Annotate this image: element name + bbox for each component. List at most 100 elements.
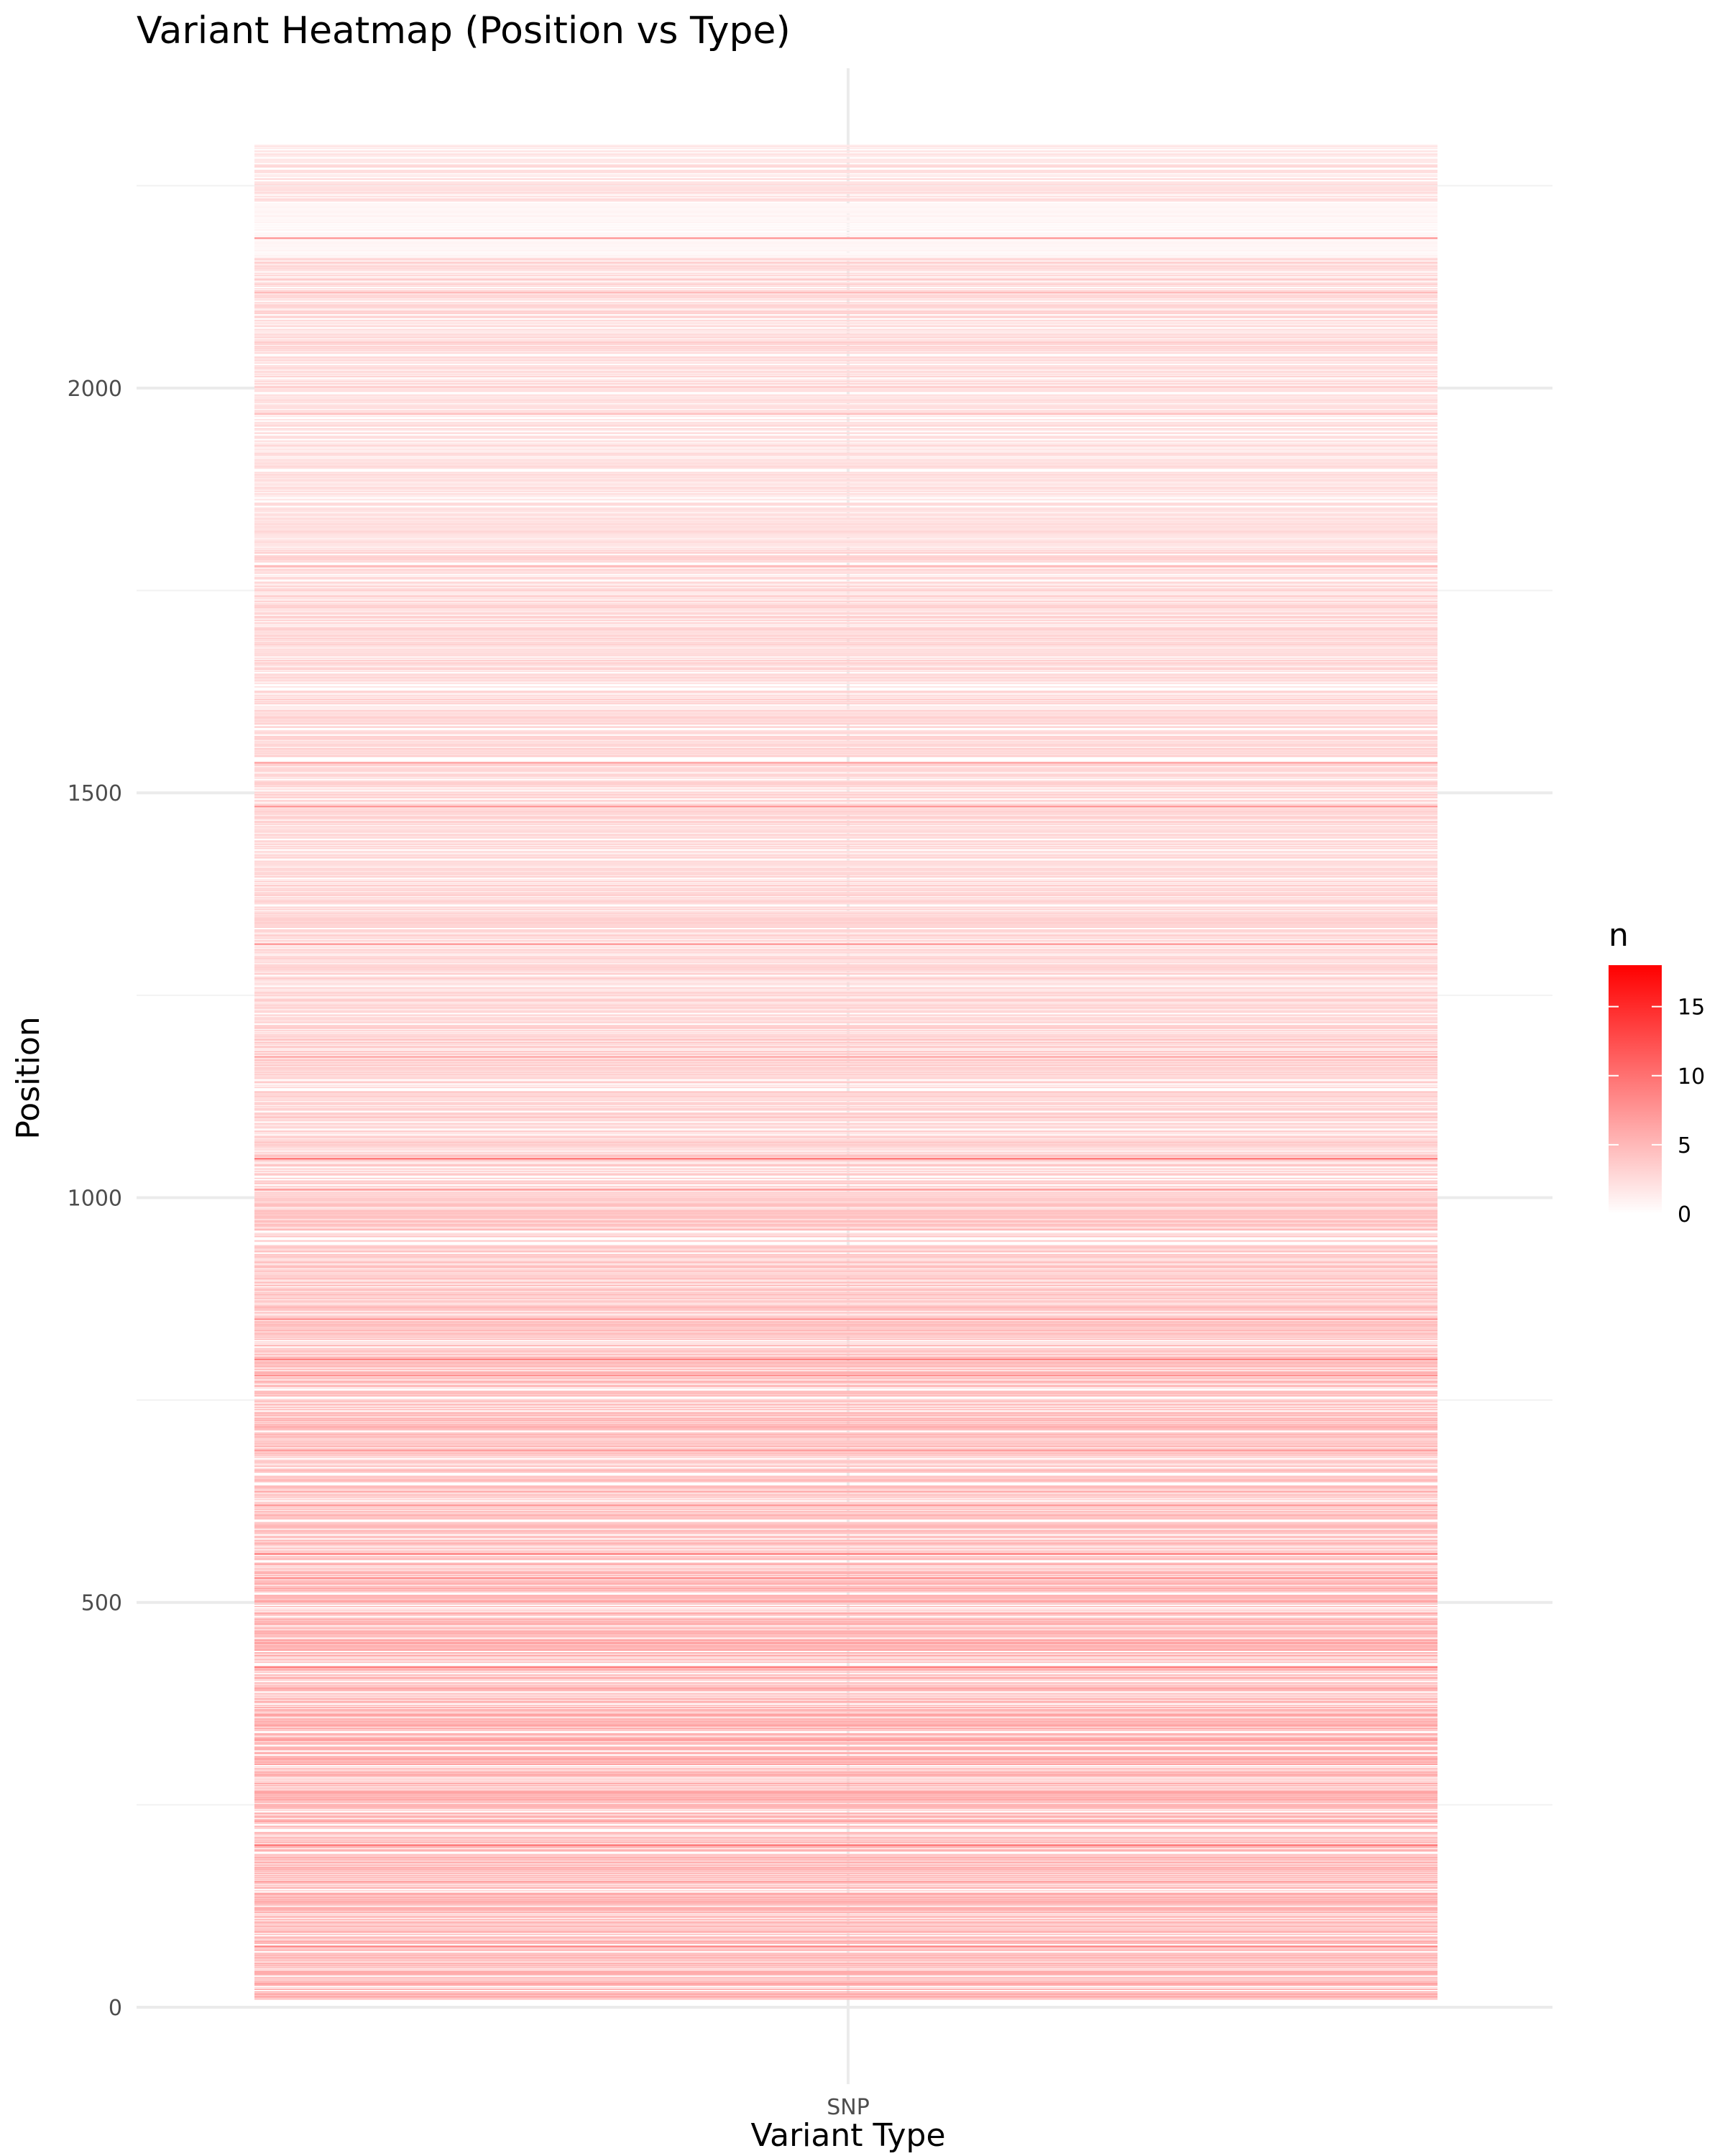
y-tick-label: 1000 (68, 1186, 122, 1211)
heatmap-cell (254, 367, 1438, 369)
y-tick-label: 0 (109, 1996, 122, 2021)
heatmap-cell (254, 1096, 1438, 1097)
heatmap-cell (254, 1160, 1438, 1161)
heatmap-cell (254, 600, 1438, 602)
heatmap-cell (254, 222, 1438, 224)
heatmap-cell (254, 1540, 1438, 1542)
heatmap-cell (254, 609, 1438, 611)
heatmap-cell (254, 1525, 1438, 1526)
heatmap-cell (254, 153, 1438, 155)
heatmap-cell (254, 155, 1438, 157)
heatmap-cell (254, 1158, 1438, 1161)
heatmap-cell (254, 1302, 1438, 1304)
heatmap-cell (254, 1711, 1438, 1713)
heatmap-cell (254, 1747, 1438, 1749)
heatmap-cell (254, 1080, 1438, 1082)
heatmap-cell (254, 1849, 1438, 1851)
heatmap-cell (254, 1427, 1438, 1429)
heatmap-cell (254, 841, 1438, 842)
heatmap-cell (254, 1602, 1438, 1603)
heatmap-cell (254, 1186, 1438, 1187)
heatmap-cell (254, 1222, 1438, 1224)
heatmap-cell (254, 1618, 1438, 1621)
heatmap-cell (254, 239, 1438, 241)
heatmap-cell (254, 1093, 1438, 1095)
heatmap-cell (254, 678, 1438, 681)
heatmap-cell (254, 381, 1438, 382)
heatmap-cell (254, 914, 1438, 916)
heatmap-cell (254, 1577, 1438, 1579)
heatmap-cell (254, 908, 1438, 911)
heatmap-cell (254, 1102, 1438, 1104)
heatmap-cell (254, 1942, 1438, 1943)
heatmap-cell (254, 1018, 1438, 1020)
heatmap-cell (254, 1749, 1438, 1751)
heatmap-cell (254, 1973, 1438, 1975)
heatmap-cell (254, 1417, 1438, 1419)
heatmap-cell (254, 1109, 1438, 1110)
heatmap-cell (254, 806, 1438, 808)
heatmap-cell (254, 1652, 1438, 1654)
heatmap-cell (254, 1784, 1438, 1787)
heatmap-cell (254, 1301, 1438, 1302)
heatmap-cell (254, 1100, 1438, 1102)
heatmap-cell (254, 1876, 1438, 1878)
heatmap-cell (254, 814, 1438, 816)
heatmap-cell (254, 1795, 1438, 1797)
heatmap-cell (254, 926, 1438, 927)
heatmap-cell (254, 860, 1438, 862)
heatmap-cell (254, 1155, 1438, 1156)
heatmap-cell (254, 1059, 1438, 1061)
heatmap-cell (254, 1699, 1438, 1700)
heatmap-cell (254, 880, 1438, 882)
heatmap-cell (254, 1597, 1438, 1598)
heatmap-cell (254, 1580, 1438, 1583)
heatmap-cell (254, 995, 1438, 997)
heatmap-cell (254, 1354, 1438, 1355)
heatmap-cell (254, 526, 1438, 528)
heatmap-cell (254, 640, 1438, 642)
heatmap-cell (254, 284, 1438, 285)
heatmap-cell (254, 206, 1438, 208)
heatmap-cell (254, 336, 1438, 338)
heatmap-cell (254, 993, 1438, 995)
heatmap-cell (254, 1742, 1438, 1743)
heatmap-cell (254, 1220, 1438, 1222)
heatmap-cell (254, 1401, 1438, 1403)
heatmap-cell (254, 1496, 1438, 1498)
heatmap-cell (254, 1460, 1438, 1462)
heatmap-cell (254, 916, 1438, 918)
heatmap-cell (254, 1041, 1438, 1044)
heatmap-cell (254, 1572, 1438, 1575)
heatmap-cell (254, 835, 1438, 837)
heatmap-cell (254, 1770, 1438, 1772)
heatmap-cell (254, 649, 1438, 650)
heatmap-cell (254, 1586, 1438, 1588)
heatmap-cell (254, 809, 1438, 811)
heatmap-cell (254, 605, 1438, 607)
heatmap-cell (254, 578, 1438, 579)
heatmap-cell (254, 1570, 1438, 1572)
heatmap-cell (254, 970, 1438, 972)
heatmap-cell (254, 502, 1438, 504)
heatmap-cell (254, 913, 1438, 914)
heatmap-cell (254, 305, 1438, 308)
heatmap-cell (254, 1006, 1438, 1008)
heatmap-cell (254, 344, 1438, 346)
heatmap-cell (254, 1449, 1438, 1450)
heatmap-cell (254, 1826, 1438, 1828)
heatmap-cell (254, 582, 1438, 584)
heatmap-cell (254, 1457, 1438, 1458)
heatmap-cell (254, 1392, 1438, 1393)
heatmap-cell (254, 295, 1438, 297)
heatmap-cell (254, 1151, 1438, 1153)
heatmap-cell (254, 1003, 1438, 1005)
heatmap-cell (254, 1312, 1438, 1314)
heatmap-cell (254, 709, 1438, 711)
heatmap-cell (254, 1131, 1438, 1133)
heatmap-cell (254, 1454, 1438, 1455)
heatmap-cell (254, 1282, 1438, 1284)
heatmap-cell (254, 1288, 1438, 1289)
heatmap-cell (254, 1542, 1438, 1544)
heatmap-cell (254, 1476, 1438, 1478)
